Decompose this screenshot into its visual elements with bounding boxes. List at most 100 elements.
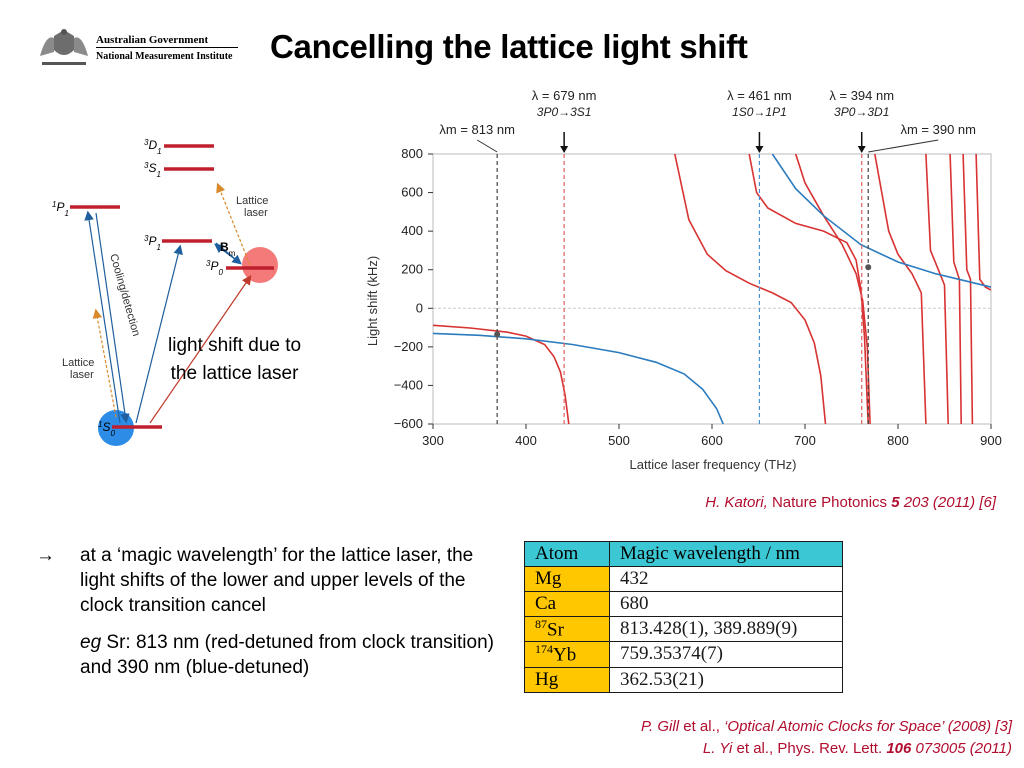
citation-refs: P. Gill et al., ‘Optical Atomic Clocks f… xyxy=(641,716,1012,760)
y-tick-label: 0 xyxy=(416,300,423,315)
resonance-arrowhead xyxy=(857,146,866,153)
light-shift-note: light shift due to the lattice laser xyxy=(168,332,301,388)
atom-symbol: Mg xyxy=(535,568,562,589)
resonance-arrowhead xyxy=(560,146,569,153)
bullet-para-2-text: Sr: 813 nm (red-detuned from clock trans… xyxy=(80,632,494,678)
resonance-transition-label: 3P0→3D1 xyxy=(834,105,889,119)
coat-of-arms-icon xyxy=(40,29,88,65)
table-cell-atom: 174Yb xyxy=(524,641,610,668)
table-row: 87Sr 813.428(1), 389.889(9) xyxy=(524,615,843,643)
intercombination-arrow xyxy=(135,244,183,424)
excited-atom-icon xyxy=(242,247,278,283)
y-tick-label: 400 xyxy=(401,223,423,238)
y-tick-label: 600 xyxy=(401,185,423,200)
energy-level-diagram: 3D1 3S1 1P1 3P1 3P0 1S0 Bm Cooling/detec… xyxy=(52,138,278,446)
red-series-branch xyxy=(674,154,827,424)
katori-journal: Nature Photonics xyxy=(767,494,892,511)
resonance-label: λ = 679 nm xyxy=(532,88,597,103)
katori-pages: 203 (2011) [6] xyxy=(899,494,996,511)
y-tick-label: −200 xyxy=(394,339,423,354)
citation-gill: P. Gill et al., ‘Optical Atomic Clocks f… xyxy=(640,718,1012,735)
x-tick-label: 700 xyxy=(794,433,816,448)
nmi-logo: Australian Government National Measureme… xyxy=(36,26,242,70)
lattice-arrow-lower xyxy=(92,308,117,418)
light-shift-note-line2: the lattice laser xyxy=(170,363,299,384)
lattice-arrow-upper xyxy=(216,182,251,266)
atom-symbol: Yb xyxy=(553,644,577,666)
x-tick-label: 900 xyxy=(980,433,1002,448)
label-3P1: 3P1 xyxy=(144,234,161,252)
bullet-arrow-icon: → xyxy=(36,545,55,566)
bullet-para-1: at a ‘magic wavelength’ for the lattice … xyxy=(80,545,474,616)
lattice-lower-label-2: laser xyxy=(70,369,94,381)
table-cell-wavelength: 759.35374(7) xyxy=(609,641,843,668)
table-cell-atom: 87Sr xyxy=(524,615,610,643)
katori-volume: 5 xyxy=(891,494,900,511)
label-1P1: 1P1 xyxy=(52,200,69,218)
y-tick-label: −600 xyxy=(394,416,423,431)
table-cell-wavelength: 680 xyxy=(609,591,843,617)
red-series-branch xyxy=(949,154,962,424)
y-tick-label: 800 xyxy=(401,146,423,161)
logo-rule xyxy=(96,47,238,48)
resonance-transition-label: 1S0→1P1 xyxy=(732,105,787,119)
atom-symbol: Hg xyxy=(535,668,559,690)
isotope-number: 174 xyxy=(535,642,553,657)
table-header-row: Atom Magic wavelength / nm xyxy=(524,541,843,567)
resonance-label: λ = 394 nm xyxy=(829,88,894,103)
table-row: 174Yb 759.35374(7) xyxy=(524,641,843,668)
red-series-branch xyxy=(874,154,927,424)
y-tick-label: −400 xyxy=(394,377,423,392)
lattice-upper-label-1: Lattice xyxy=(236,195,268,207)
b-field-label: Bm xyxy=(220,240,236,258)
bullet-para-2: eg Sr: 813 nm (red-detuned from clock tr… xyxy=(80,630,496,680)
table-row: Mg 432 xyxy=(524,566,843,592)
x-tick-label: 600 xyxy=(701,433,723,448)
magic-crossing-point xyxy=(494,331,501,338)
x-tick-label: 800 xyxy=(887,433,909,448)
table-row: Ca 680 xyxy=(524,591,843,617)
cooling-arrow-up xyxy=(84,210,121,424)
resonance-label: λ = 461 nm xyxy=(727,88,792,103)
table-cell-wavelength: 432 xyxy=(609,566,843,592)
red-series-branch xyxy=(975,154,991,291)
bullet-text: → at a ‘magic wavelength’ for the lattic… xyxy=(36,543,496,692)
logo-institute: National Measurement Institute xyxy=(96,51,233,62)
light-shift-chart: 300 400 500 600 700 800 900 800 600 400 200 0 −200 −4… xyxy=(365,88,1002,472)
table-header-wavelength: Magic wavelength / nm xyxy=(609,541,843,567)
x-tick-label: 300 xyxy=(422,433,444,448)
bullet-eg: eg xyxy=(80,632,102,653)
resonance-transition-label: 3P0→3S1 xyxy=(537,105,592,119)
atom-symbol: Sr xyxy=(547,619,564,641)
x-tick-label: 500 xyxy=(608,433,630,448)
label-3P0: 3P0 xyxy=(206,259,223,277)
slide-title: Cancelling the lattice light shift xyxy=(270,28,748,65)
red-series-branch xyxy=(925,154,949,424)
chart-x-axis-label: Lattice laser frequency (THz) xyxy=(630,457,797,472)
table-cell-wavelength: 362.53(21) xyxy=(609,666,843,693)
atom-symbol: Ca xyxy=(535,593,557,614)
red-series-branch xyxy=(794,154,871,424)
cooling-arrow-down xyxy=(95,212,130,424)
x-tick-label: 400 xyxy=(515,433,537,448)
lattice-lower-label-1: Lattice xyxy=(62,357,94,369)
citation-yi: L. Yi et al., Phys. Rev. Lett. 106 07300… xyxy=(702,740,1012,757)
red-series-branch xyxy=(962,154,974,424)
label-3D1: 3D1 xyxy=(144,138,162,156)
magic-wavelength-table: Atom Magic wavelength / nm Mg 432 Ca 680 87S… xyxy=(524,541,843,693)
chart-plot-area: 300 400 500 600 700 800 900 800 600 400 200 0 −200 −4… xyxy=(394,88,1002,448)
red-series-line xyxy=(433,324,570,424)
light-shift-note-line1: light shift due to xyxy=(168,335,302,356)
isotope-number: 87 xyxy=(535,617,547,631)
magic-wavelength-label: λm = 813 nm xyxy=(439,122,515,137)
table-cell-wavelength: 813.428(1), 389.889(9) xyxy=(609,615,843,643)
logo-government: Australian Government xyxy=(96,34,209,46)
chart-y-axis-label: Light shift (kHz) xyxy=(365,256,380,346)
table-cell-atom: Hg xyxy=(524,666,610,693)
table-cell-atom: Ca xyxy=(524,591,610,617)
clock-transition-arrow xyxy=(149,275,252,424)
magic-marker-pointer xyxy=(868,139,939,153)
lattice-upper-label-2: laser xyxy=(244,207,268,219)
magic-marker-pointer xyxy=(476,139,498,153)
blue-series-branch xyxy=(771,154,991,288)
